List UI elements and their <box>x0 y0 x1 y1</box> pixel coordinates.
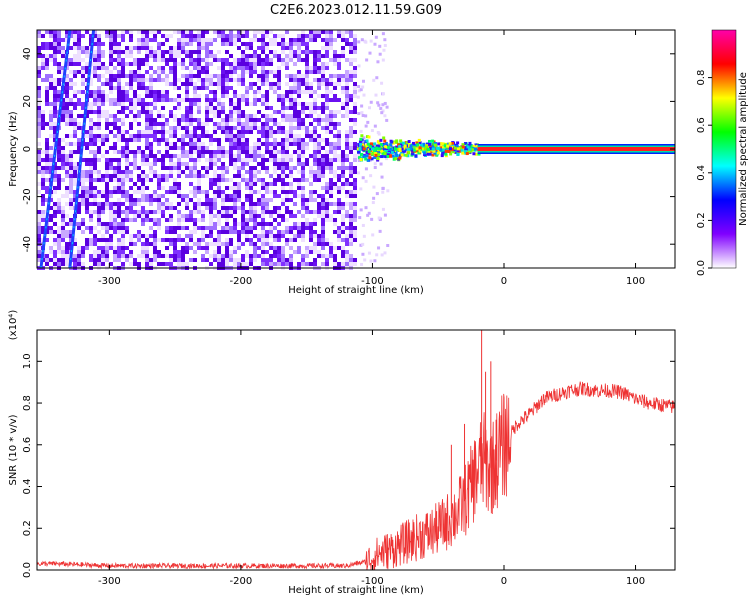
heatmap-plot-area <box>37 29 675 270</box>
heatmap-y-tick-1: -20 <box>22 188 33 204</box>
heatmap-y-tick-0: -40 <box>22 236 33 252</box>
snr-x-tick-4: 100 <box>626 576 645 587</box>
snr-y-ticks: 0.0 0.2 0.4 0.6 0.8 1.0 <box>22 353 675 578</box>
diagonal-artifact-1 <box>68 29 96 269</box>
snr-panel: -300 -200 -100 0 100 0.0 0.2 0.4 0.6 0.8 1.0 Heig… <box>8 310 676 596</box>
snr-y-tick-2: 0.4 <box>22 479 33 495</box>
snr-y-tick-1: 0.2 <box>22 520 33 536</box>
heatmap-y-tick-4: 40 <box>22 47 33 60</box>
signal-scatter <box>356 134 481 162</box>
snr-x-tick-3: 0 <box>501 576 507 587</box>
figure-title: C2E6.2023.012.11.59.G09 <box>270 3 442 18</box>
colorbar-label: Normalized spectral amplitude <box>738 72 749 226</box>
heatmap-x-tick-0: -300 <box>98 276 121 287</box>
heatmap-y-ticks: -40 -20 0 20 40 <box>22 47 675 252</box>
heatmap-x-tick-2: -100 <box>361 276 384 287</box>
heatmap-y-tick-2: 0 <box>22 146 33 152</box>
track-core <box>477 147 675 151</box>
heatmap-x-tick-1: -200 <box>230 276 253 287</box>
snr-exponent: (x10⁴) <box>8 310 19 341</box>
snr-x-tick-2: -100 <box>361 576 384 587</box>
heatmap-ylabel: Frequency (Hz) <box>8 111 19 187</box>
heatmap-x-tick-3: 0 <box>501 276 507 287</box>
snr-ylabel: SNR (10 * v/v) <box>8 414 19 485</box>
snr-xlabel: Height of straight line (km) <box>288 585 424 596</box>
colorbar-tick-0: 0.0 <box>696 260 707 276</box>
snr-line <box>36 381 676 571</box>
noise-cells <box>37 30 390 270</box>
snr-x-ticks: -300 -200 -100 0 100 <box>98 330 645 587</box>
colorbar-ticks: 0.0 0.2 0.4 0.6 0.8 <box>696 70 712 276</box>
colorbar-tick-1: 0.2 <box>696 212 707 228</box>
colorbar-tick-3: 0.6 <box>696 117 707 133</box>
heatmap-xlabel: Height of straight line (km) <box>288 285 424 296</box>
heatmap-x-ticks: -300 -200 -100 0 100 <box>98 30 645 287</box>
snr-y-tick-3: 0.6 <box>22 437 33 453</box>
colorbar-gradient <box>711 29 737 269</box>
heatmap-y-tick-3: 20 <box>22 95 33 108</box>
snr-x-tick-0: -300 <box>98 576 121 587</box>
snr-x-tick-1: -200 <box>230 576 253 587</box>
colorbar-tick-4: 0.8 <box>696 70 707 86</box>
diagonal-artifact-0 <box>39 29 72 269</box>
heatmap-x-tick-4: 100 <box>626 276 645 287</box>
snr-y-tick-5: 1.0 <box>22 353 33 369</box>
colorbar: 0.0 0.2 0.4 0.6 0.8 Normalized spectral ampl… <box>696 29 749 276</box>
snr-plot-area <box>36 330 676 571</box>
snr-frame <box>36 329 676 571</box>
snr-y-tick-0: 0.0 <box>22 562 33 578</box>
snr-y-tick-4: 0.8 <box>22 395 33 411</box>
colorbar-tick-2: 0.4 <box>696 165 707 181</box>
